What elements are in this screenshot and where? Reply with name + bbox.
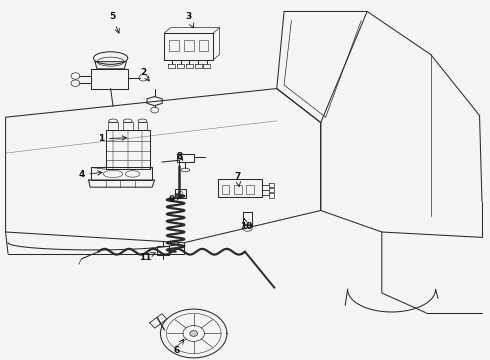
Text: 9: 9 xyxy=(169,195,181,204)
Circle shape xyxy=(190,330,197,336)
Text: 8: 8 xyxy=(176,152,183,161)
Text: 3: 3 xyxy=(186,12,194,28)
Bar xyxy=(108,122,118,130)
Bar xyxy=(184,40,194,51)
Text: 6: 6 xyxy=(173,339,183,355)
Bar xyxy=(246,185,254,194)
Bar xyxy=(221,185,229,194)
Bar xyxy=(138,122,147,130)
Text: 1: 1 xyxy=(98,134,126,143)
Text: 2: 2 xyxy=(140,68,149,81)
Bar xyxy=(198,40,208,51)
Text: 7: 7 xyxy=(235,172,241,186)
Text: 5: 5 xyxy=(109,12,119,33)
Bar xyxy=(123,122,133,130)
Text: 10: 10 xyxy=(240,219,252,231)
Bar xyxy=(169,40,179,51)
Text: 4: 4 xyxy=(78,170,102,179)
Bar xyxy=(234,185,242,194)
Text: 11: 11 xyxy=(139,252,155,262)
